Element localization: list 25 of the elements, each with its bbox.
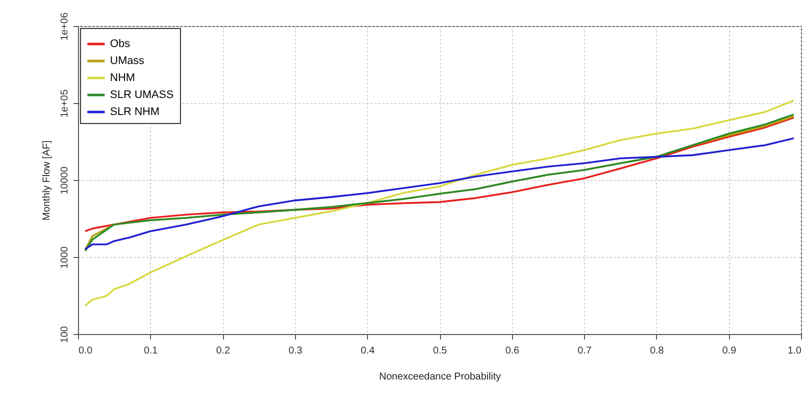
legend-label: SLR NHM xyxy=(110,106,160,118)
x-tick-label: 0.6 xyxy=(505,346,520,356)
x-tick-label: 0.1 xyxy=(144,346,158,356)
y-tick-label: 1e+05 xyxy=(60,89,70,118)
x-tick-label: 0.5 xyxy=(433,346,448,356)
x-tick-label: 0.7 xyxy=(578,346,592,356)
line-series xyxy=(84,137,795,250)
x-tick-label: 1.0 xyxy=(788,346,802,356)
x-tick-label: 0.3 xyxy=(288,346,303,356)
y-tick-label: 100 xyxy=(60,326,70,343)
y-tick-label: 1e+06 xyxy=(60,12,70,41)
x-tick-label: 0.9 xyxy=(722,346,737,356)
legend-label: NHM xyxy=(110,72,136,84)
x-tick-label: 0.0 xyxy=(78,346,93,356)
legend-label: UMass xyxy=(110,55,145,67)
legend-label: Obs xyxy=(110,38,131,50)
x-axis-title: Nonexceedance Probability xyxy=(379,372,501,382)
y-tick-label: 10000 xyxy=(60,166,70,194)
legend-label: SLR UMASS xyxy=(110,89,174,101)
x-tick-label: 0.4 xyxy=(360,346,376,356)
x-tick-label: 0.8 xyxy=(650,346,664,356)
y-axis-title: Monthly Flow [AF] xyxy=(42,140,52,221)
line-series xyxy=(84,100,795,306)
x-tick-label: 0.2 xyxy=(216,346,230,356)
y-tick-label: 1000 xyxy=(60,246,70,269)
